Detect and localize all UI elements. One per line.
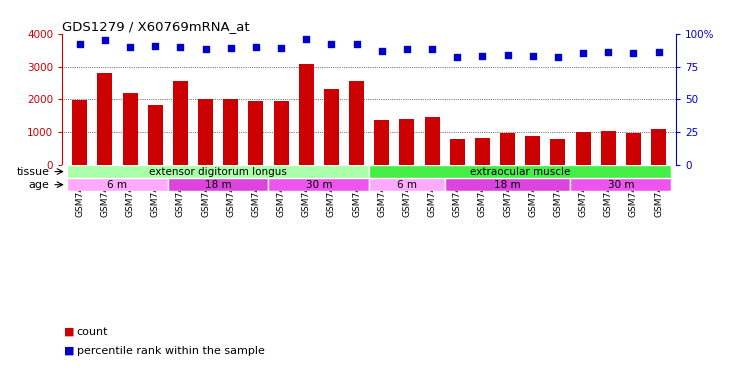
Point: [149, 43, 161, 49]
Point: [451, 54, 463, 60]
Bar: [525, 136, 540, 165]
Point: [552, 54, 564, 60]
Point: [225, 45, 237, 51]
Text: 18 m: 18 m: [205, 180, 232, 190]
Bar: [67, 165, 369, 178]
Point: [124, 44, 136, 50]
Point: [74, 41, 86, 47]
Text: 30 m: 30 m: [607, 180, 634, 190]
Bar: [399, 119, 414, 165]
Bar: [72, 100, 87, 165]
Text: extraocular muscle: extraocular muscle: [470, 166, 570, 177]
Bar: [349, 81, 364, 165]
Point: [200, 46, 211, 53]
Point: [426, 46, 438, 53]
Point: [99, 38, 111, 44]
Bar: [299, 64, 314, 165]
Point: [175, 44, 186, 50]
Text: count: count: [77, 327, 108, 337]
Bar: [500, 134, 515, 165]
Text: 30 m: 30 m: [306, 180, 332, 190]
Point: [602, 49, 614, 55]
Bar: [369, 178, 444, 191]
Text: percentile rank within the sample: percentile rank within the sample: [77, 346, 265, 355]
Point: [477, 53, 488, 59]
Bar: [626, 134, 641, 165]
Bar: [268, 178, 369, 191]
Text: tissue: tissue: [17, 166, 50, 177]
Point: [577, 51, 589, 57]
Bar: [425, 117, 439, 165]
Point: [325, 41, 337, 47]
Point: [376, 48, 387, 54]
Text: 18 m: 18 m: [494, 180, 521, 190]
Bar: [475, 138, 490, 165]
Bar: [67, 178, 168, 191]
Bar: [223, 99, 238, 165]
Bar: [444, 178, 570, 191]
Text: extensor digitorum longus: extensor digitorum longus: [149, 166, 287, 177]
Point: [401, 46, 413, 53]
Point: [276, 45, 287, 51]
Bar: [570, 178, 671, 191]
Bar: [173, 81, 188, 165]
Text: 6 m: 6 m: [397, 180, 417, 190]
Point: [627, 51, 639, 57]
Point: [300, 36, 312, 42]
Bar: [148, 105, 163, 165]
Bar: [450, 139, 465, 165]
Bar: [575, 132, 591, 165]
Bar: [324, 88, 339, 165]
Bar: [249, 101, 263, 165]
Text: ■: ■: [64, 346, 75, 355]
Bar: [273, 101, 289, 165]
Point: [653, 49, 664, 55]
Text: ■: ■: [64, 327, 75, 337]
Point: [527, 53, 539, 59]
Point: [501, 52, 513, 58]
Bar: [198, 99, 213, 165]
Point: [351, 41, 363, 47]
Bar: [369, 165, 671, 178]
Bar: [550, 139, 566, 165]
Text: GDS1279 / X60769mRNA_at: GDS1279 / X60769mRNA_at: [62, 20, 250, 33]
Bar: [168, 178, 268, 191]
Bar: [123, 93, 137, 165]
Bar: [651, 129, 666, 165]
Text: 6 m: 6 m: [107, 180, 127, 190]
Bar: [601, 131, 616, 165]
Text: age: age: [29, 180, 50, 190]
Point: [250, 44, 262, 50]
Bar: [374, 120, 390, 165]
Bar: [97, 73, 113, 165]
